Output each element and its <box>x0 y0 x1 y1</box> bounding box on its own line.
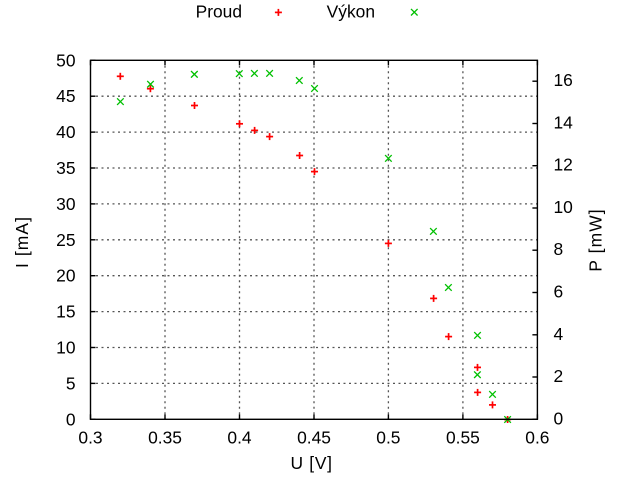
svg-text:0.5: 0.5 <box>376 428 400 448</box>
svg-text:2: 2 <box>554 366 564 386</box>
svg-text:30: 30 <box>56 194 75 214</box>
svg-text:25: 25 <box>56 230 75 250</box>
svg-text:Proud: Proud <box>196 2 242 22</box>
svg-text:0: 0 <box>66 409 76 429</box>
svg-text:P [mW]: P [mW] <box>586 208 606 271</box>
svg-text:12: 12 <box>554 155 573 175</box>
svg-text:14: 14 <box>554 113 574 133</box>
svg-text:6: 6 <box>554 282 564 302</box>
svg-text:5: 5 <box>66 373 76 393</box>
svg-text:35: 35 <box>56 158 75 178</box>
svg-text:0.35: 0.35 <box>148 428 182 448</box>
svg-text:10: 10 <box>56 338 75 358</box>
svg-text:I [mA]: I [mA] <box>12 216 32 268</box>
svg-text:0.45: 0.45 <box>297 428 331 448</box>
svg-text:20: 20 <box>56 266 75 286</box>
svg-text:0.55: 0.55 <box>446 428 480 448</box>
svg-text:8: 8 <box>554 239 564 259</box>
svg-text:50: 50 <box>56 50 75 70</box>
svg-text:0.3: 0.3 <box>78 428 102 448</box>
svg-text:4: 4 <box>554 324 564 344</box>
svg-text:45: 45 <box>56 86 75 106</box>
svg-text:U [V]: U [V] <box>291 453 333 473</box>
svg-text:0.6: 0.6 <box>525 428 549 448</box>
svg-text:16: 16 <box>554 70 573 90</box>
svg-text:Výkon: Výkon <box>327 2 375 22</box>
svg-text:40: 40 <box>56 122 75 142</box>
svg-text:10: 10 <box>554 197 573 217</box>
svg-text:0.4: 0.4 <box>227 428 252 448</box>
svg-text:15: 15 <box>56 302 75 322</box>
svg-text:0: 0 <box>554 408 564 428</box>
